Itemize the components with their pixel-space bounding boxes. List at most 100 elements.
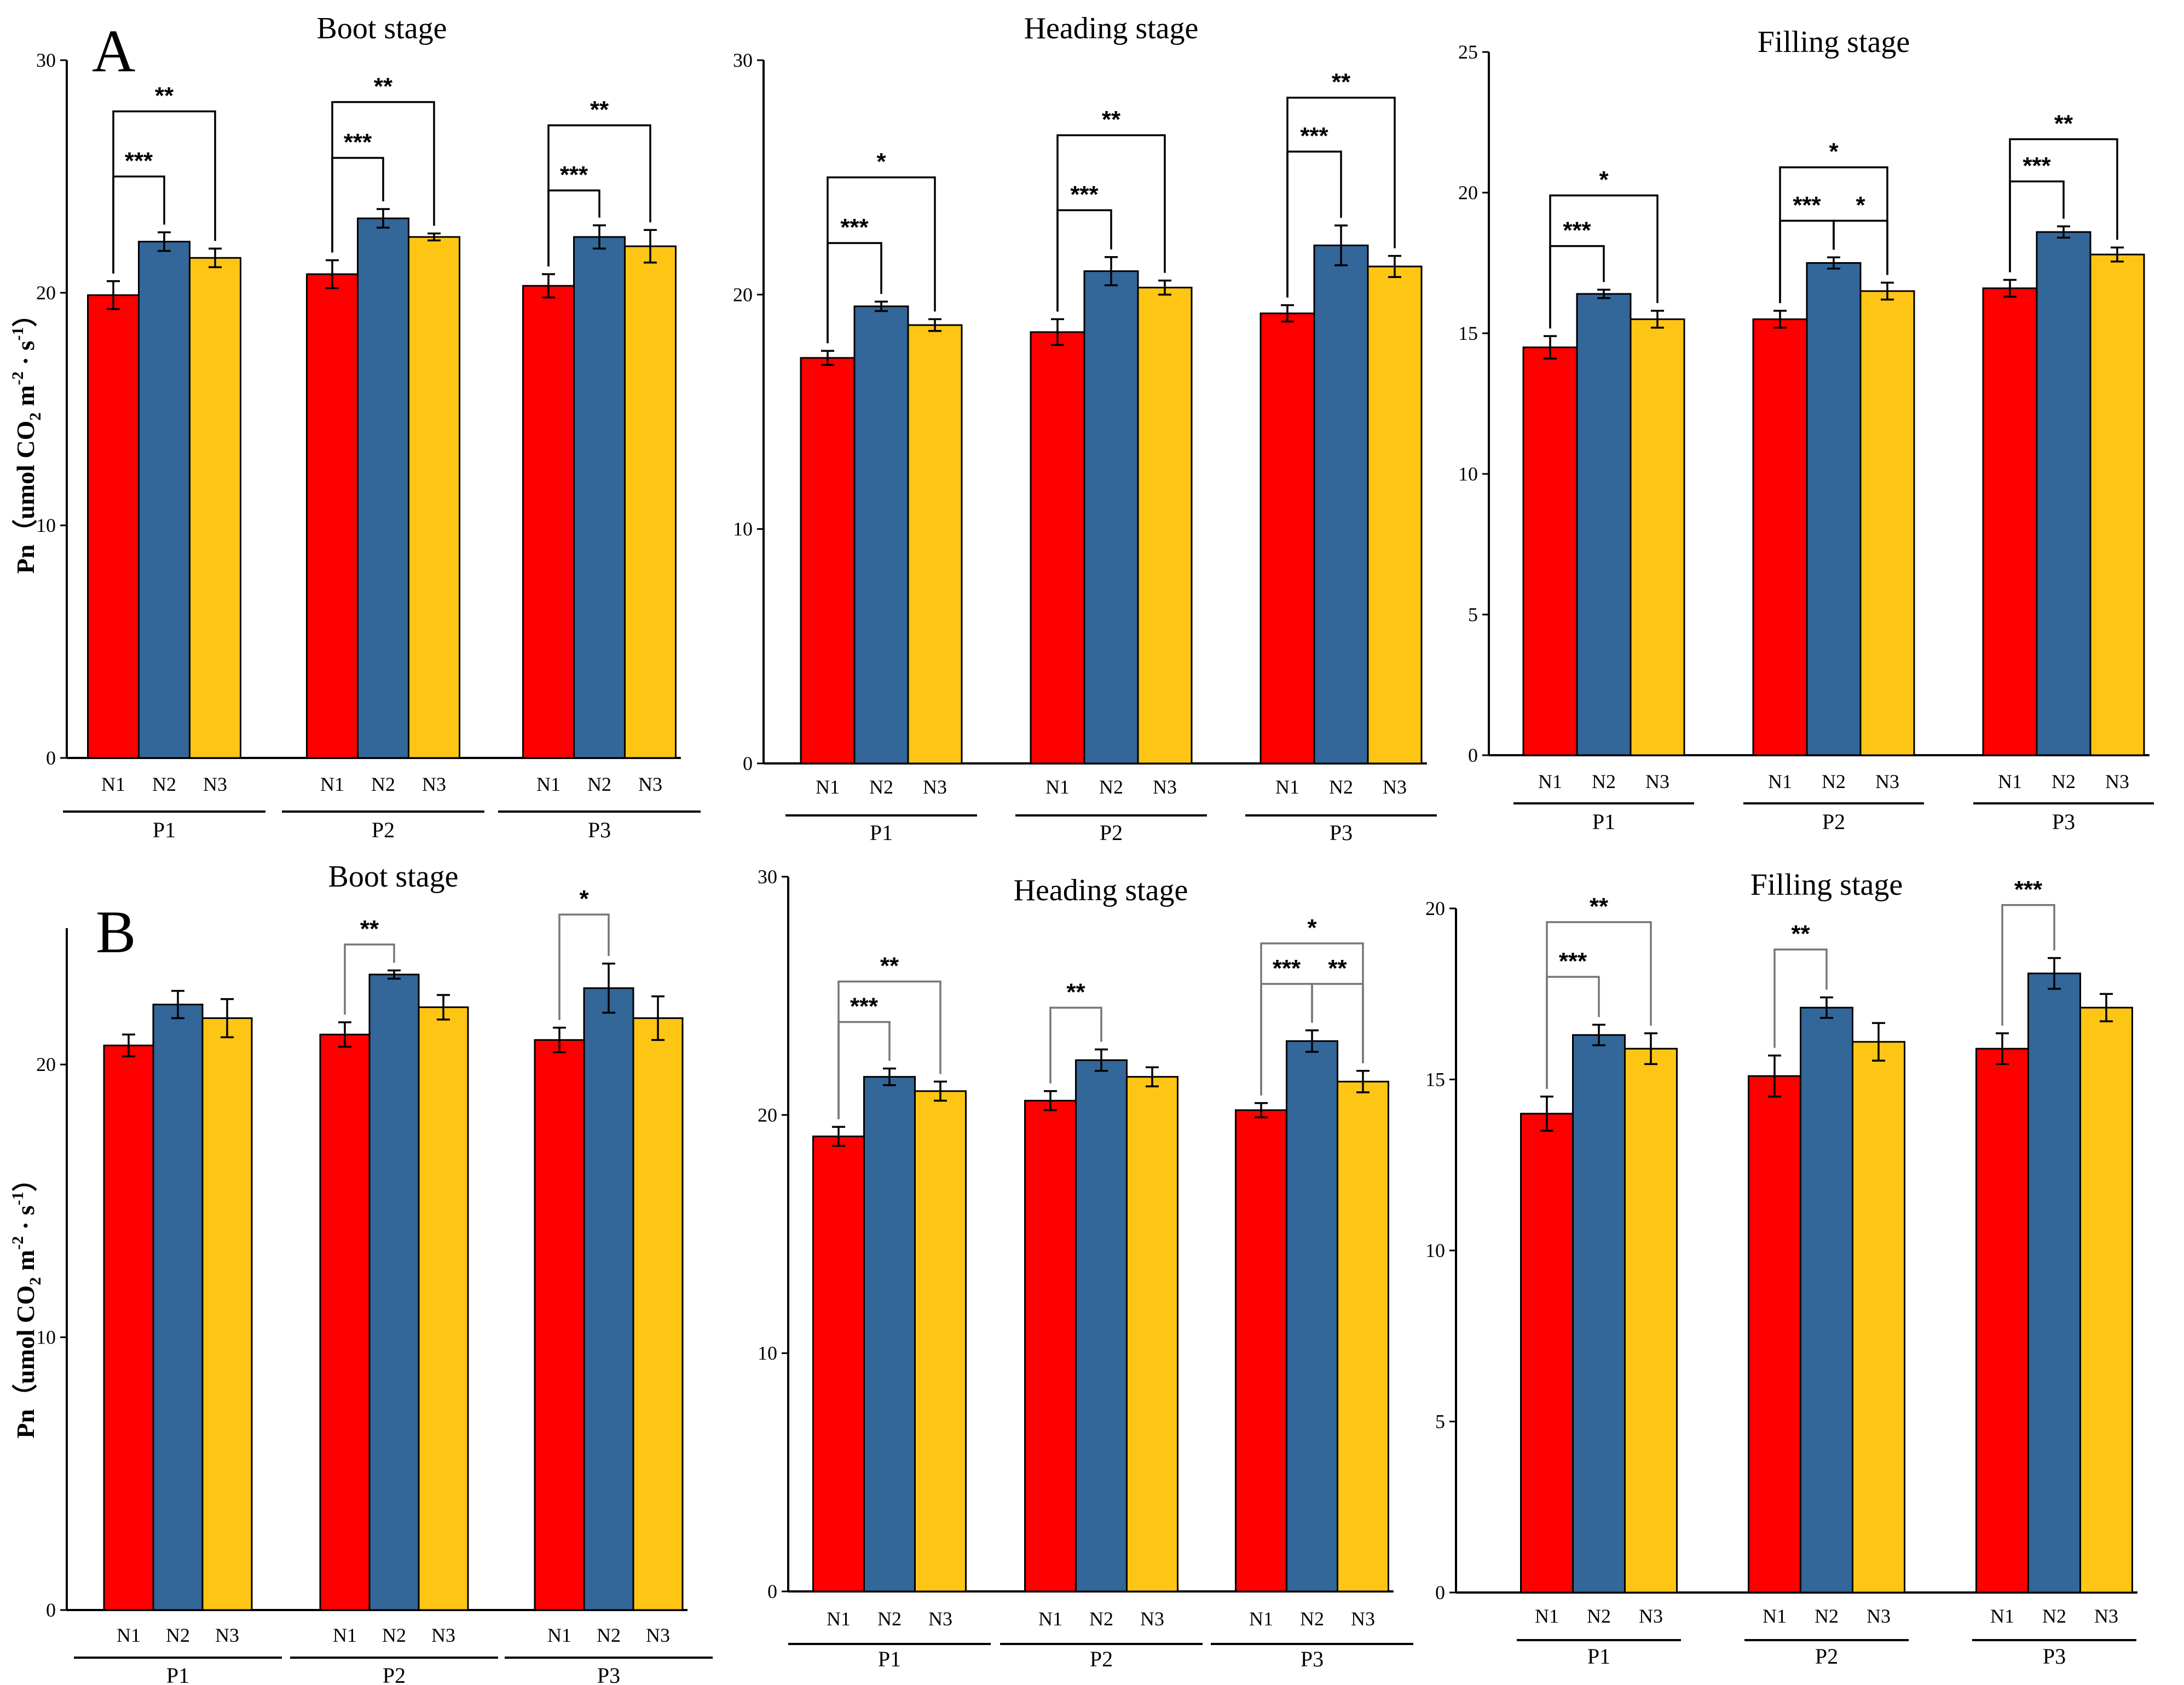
chart-title: Heading stage bbox=[1024, 11, 1199, 45]
bar-p2-n2 bbox=[1083, 270, 1139, 765]
group-label: P1 bbox=[878, 1647, 901, 1671]
significance-label: ** bbox=[374, 73, 393, 100]
significance-bracket bbox=[2009, 138, 2118, 273]
chart-5: Filling stage 0 5 10 15 20 N1 N2 N3 P1 N1 N2 N3 P2 N1 N… bbox=[1425, 868, 2137, 1669]
x-category-label: N3 bbox=[1639, 1605, 1663, 1627]
y-tick-label: 5 bbox=[1435, 1411, 1445, 1433]
significance-bracket bbox=[2001, 904, 2055, 1026]
bar-p2-n2 bbox=[368, 974, 420, 1611]
x-category-label: N1 bbox=[1038, 1608, 1062, 1630]
significance-label: *** bbox=[2014, 876, 2043, 903]
y-tick-label: 20 bbox=[758, 1104, 777, 1126]
significance-bracket bbox=[1049, 1006, 1102, 1084]
significance-label: *** bbox=[1300, 123, 1328, 149]
bar-p2-n3 bbox=[418, 1006, 469, 1611]
x-category-label: N1 bbox=[816, 776, 840, 798]
bar-p1-n1 bbox=[1520, 1113, 1574, 1594]
bar-p2-n2 bbox=[1806, 262, 1862, 756]
x-category-label: N1 bbox=[117, 1624, 141, 1646]
bar-p2-n3 bbox=[1859, 290, 1915, 756]
x-category-label: N2 bbox=[166, 1624, 190, 1646]
x-category-label: N3 bbox=[1140, 1608, 1164, 1630]
bar-p3-n3 bbox=[624, 245, 677, 759]
bar-p3-n2 bbox=[2036, 231, 2091, 756]
bar-p2-n3 bbox=[1852, 1041, 1905, 1594]
significance-bracket bbox=[1773, 948, 1828, 1048]
bar-p2-n1 bbox=[306, 273, 359, 759]
y-tick-label: 15 bbox=[1425, 1069, 1445, 1091]
x-category-label: N3 bbox=[646, 1624, 670, 1646]
x-category-label: N1 bbox=[1045, 776, 1070, 798]
bar-p3-n2 bbox=[1286, 1040, 1338, 1593]
bar-p3-n3 bbox=[2079, 1006, 2133, 1594]
chart-1: Heading stage 0 10 20 30 N1 N2 N3 P1 N1 N2 N3 P2 N1 N2… bbox=[733, 11, 1437, 845]
x-category-label: N2 bbox=[2052, 771, 2076, 792]
bar-p1-n1 bbox=[103, 1044, 154, 1611]
y-axis-label-b-prefix: Pn（umol CO bbox=[11, 1286, 39, 1439]
significance-bracket bbox=[827, 176, 936, 344]
x-category-label: N2 bbox=[152, 773, 176, 795]
significance-label: ** bbox=[1590, 893, 1609, 920]
y-tick-label: 5 bbox=[1468, 604, 1478, 626]
bar-p1-n1 bbox=[800, 357, 856, 765]
bar-p3-n2 bbox=[1313, 244, 1369, 765]
bar-p1-n1 bbox=[812, 1136, 865, 1593]
bar-p3-n2 bbox=[583, 987, 634, 1611]
chart-0: Boot stage 0 10 20 30 N1 N2 N3 P1 N1 N2 N3 P2 N1 N2 N3 P… bbox=[36, 11, 701, 842]
panel-label-b: B bbox=[96, 899, 136, 965]
y-axis-label-a-prefix: Pn（umol CO bbox=[11, 421, 39, 574]
bar-p1-n3 bbox=[201, 1017, 253, 1611]
y-tick-label: 10 bbox=[1425, 1240, 1445, 1261]
x-category-label: N2 bbox=[1089, 1608, 1113, 1630]
y-axis-label-a-sup1: -2 bbox=[9, 372, 27, 385]
group-label: P3 bbox=[2052, 809, 2075, 834]
y-tick-label: 30 bbox=[36, 49, 56, 71]
bar-p1-n2 bbox=[1572, 1034, 1626, 1594]
bar-p3-n1 bbox=[1259, 312, 1315, 765]
group-label: P3 bbox=[1330, 820, 1353, 845]
chart-4: Heading stage 0 10 20 30 N1 N2 N3 P1 N1 N2 N3 P2 N1 N2… bbox=[758, 866, 1413, 1671]
x-category-label: N1 bbox=[1249, 1608, 1273, 1630]
x-category-label: N3 bbox=[923, 776, 947, 798]
y-tick-label: 10 bbox=[1458, 463, 1478, 485]
bar-p3-n1 bbox=[1235, 1109, 1287, 1593]
x-category-label: N1 bbox=[547, 1624, 571, 1646]
y-tick-label: 15 bbox=[1458, 322, 1478, 344]
y-axis-label-b-sup2: -1 bbox=[9, 1192, 27, 1206]
panel-label-a: A bbox=[92, 18, 135, 84]
x-category-label: N2 bbox=[382, 1624, 406, 1646]
y-axis-label-a-mid2: · s bbox=[11, 341, 39, 372]
y-axis-label-b-mid1: m bbox=[11, 1250, 39, 1277]
group-label: P3 bbox=[588, 818, 611, 842]
bar-p1-n3 bbox=[914, 1090, 967, 1593]
significance-label: *** bbox=[840, 214, 869, 241]
significance-bracket bbox=[1286, 96, 1396, 298]
group-label: P2 bbox=[1815, 1644, 1838, 1669]
y-tick-label: 30 bbox=[733, 49, 753, 71]
bar-p1-n3 bbox=[1630, 318, 1685, 756]
bar-p3-n1 bbox=[1982, 287, 2038, 756]
y-axis-label-b: Pn（umol CO2 m-2 · s-1） bbox=[9, 1167, 44, 1439]
bar-p3-n2 bbox=[2027, 972, 2081, 1594]
y-tick-label: 20 bbox=[1458, 182, 1478, 204]
group-label: P2 bbox=[1100, 820, 1123, 845]
significance-label: ** bbox=[155, 83, 174, 109]
significance-bracket bbox=[331, 101, 435, 253]
chart-title: Boot stage bbox=[317, 11, 447, 45]
y-tick-label: 0 bbox=[1435, 1582, 1445, 1603]
x-category-label: N3 bbox=[431, 1624, 455, 1646]
significance-label: ** bbox=[1066, 978, 1085, 1005]
x-category-label: N2 bbox=[371, 773, 395, 795]
bar-p2-n3 bbox=[408, 236, 460, 759]
x-category-label: N2 bbox=[2042, 1605, 2066, 1627]
group-label: P2 bbox=[1822, 809, 1845, 834]
significance-label: *** bbox=[1563, 217, 1591, 244]
group-label: P3 bbox=[597, 1663, 620, 1685]
y-axis-label-b-sub: 2 bbox=[26, 1277, 44, 1286]
x-category-label: N3 bbox=[1351, 1608, 1375, 1630]
x-category-label: N3 bbox=[2105, 771, 2129, 792]
group-label: P3 bbox=[2043, 1644, 2066, 1669]
x-category-label: N2 bbox=[877, 1608, 902, 1630]
significance-bracket bbox=[547, 124, 651, 267]
